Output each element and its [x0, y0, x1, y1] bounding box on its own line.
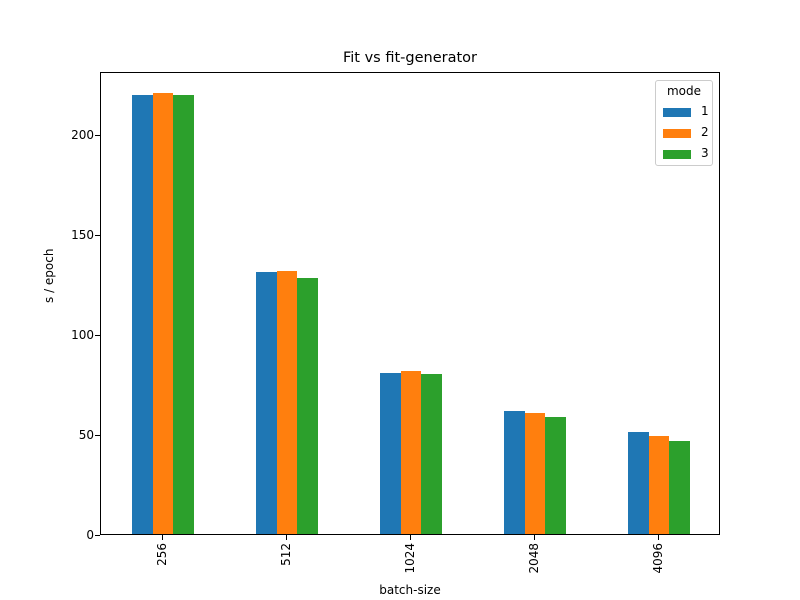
x-tick [286, 535, 287, 540]
y-tick [95, 435, 100, 436]
bar-2048-mode-1 [503, 411, 525, 534]
plot-area [100, 72, 720, 535]
bar-1024-mode-2 [400, 371, 422, 534]
legend-label: 3 [701, 146, 709, 160]
legend-swatch [663, 129, 691, 138]
x-tick-label: 4096 [651, 543, 665, 574]
bar-512-mode-3 [297, 278, 319, 534]
x-tick-label: 1024 [403, 543, 417, 574]
x-tick [534, 535, 535, 540]
x-tick-label: 512 [279, 543, 293, 566]
bar-256-mode-3 [173, 95, 195, 534]
bar-2048-mode-2 [524, 413, 546, 534]
x-tick-label: 256 [155, 543, 169, 566]
x-axis-label: batch-size [379, 583, 441, 597]
bar-4096-mode-2 [648, 436, 670, 534]
y-tick [95, 535, 100, 536]
legend-swatch [663, 150, 691, 159]
x-tick [162, 535, 163, 540]
y-tick [95, 335, 100, 336]
bar-2048-mode-3 [545, 417, 567, 534]
legend-title: mode [666, 84, 702, 98]
x-tick-label: 2048 [527, 543, 541, 574]
bar-4096-mode-1 [627, 432, 649, 534]
x-tick [410, 535, 411, 540]
x-tick [658, 535, 659, 540]
y-tick-label: 200 [71, 128, 94, 142]
bar-256-mode-2 [152, 93, 174, 534]
y-axis-label: s / epoch [42, 248, 56, 303]
bar-1024-mode-1 [379, 373, 401, 534]
y-tick-label: 50 [78, 428, 94, 442]
y-tick-label: 0 [86, 528, 94, 542]
legend-label: 2 [701, 125, 709, 139]
legend-label: 1 [701, 104, 709, 118]
y-tick [95, 135, 100, 136]
bar-256-mode-1 [131, 95, 153, 534]
bar-512-mode-2 [276, 271, 298, 534]
chart-title: Fit vs fit-generator [342, 50, 477, 66]
legend: mode 1 2 3 [655, 80, 713, 166]
y-tick-label: 100 [71, 328, 94, 342]
y-tick [95, 235, 100, 236]
bar-4096-mode-3 [669, 441, 691, 534]
legend-swatch [663, 108, 691, 117]
y-tick-label: 150 [71, 228, 94, 242]
bar-1024-mode-3 [421, 374, 443, 534]
bar-512-mode-1 [255, 272, 277, 534]
